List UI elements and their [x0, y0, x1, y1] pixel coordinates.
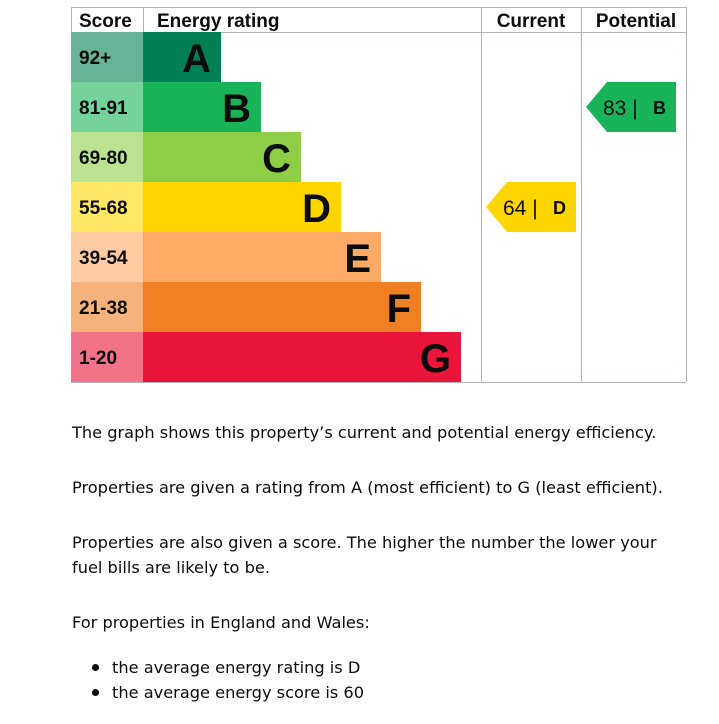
band-bar	[143, 32, 221, 82]
band-b: 81-91 B	[71, 82, 261, 132]
band-score-cell	[71, 132, 143, 182]
band-score-label: 81-91	[79, 98, 128, 119]
band-score-label: 92+	[79, 48, 111, 69]
band-bar	[143, 82, 261, 132]
epc-chart: Score Energy rating Current Potential 92…	[71, 7, 687, 383]
band-score-cell	[71, 182, 143, 232]
header-score: Score	[79, 11, 132, 32]
header-row: Score Energy rating Current Potential	[79, 11, 676, 32]
list-item-average-rating: the average energy rating is D	[72, 655, 364, 680]
rating-arrows: 64 | D 83 | B	[486, 82, 676, 232]
header-energy-rating: Energy rating	[157, 11, 279, 32]
description-paragraph-1: The graph shows this property’s current …	[72, 420, 692, 445]
current-arrow-shape	[486, 182, 576, 232]
current-score-label: 64 |	[503, 197, 538, 220]
band-d: 55-68 D	[71, 182, 341, 232]
header-current: Current	[497, 11, 566, 32]
band-score-label: 69-80	[79, 148, 128, 169]
description-text-3: Properties are also given a score. The h…	[72, 533, 657, 577]
band-score-cell	[71, 232, 143, 282]
averages-list: the average energy rating is D the avera…	[72, 655, 364, 705]
band-bar	[143, 132, 301, 182]
band-g: 1-20 G	[71, 332, 461, 382]
band-score-label: 39-54	[79, 248, 128, 269]
description-paragraph-2: Properties are given a rating from A (mo…	[72, 475, 692, 500]
rating-bands: 92+ A 81-91 B 69-80 C 55-68 D 39-54 E 21-38 F 1-20 G	[71, 32, 461, 382]
band-letter-label: D	[302, 187, 331, 231]
description-text-2: Properties are given a rating from A (mo…	[72, 478, 663, 497]
description-paragraph-3: Properties are also given a score. The h…	[72, 530, 692, 580]
band-score-label: 1-20	[79, 348, 117, 369]
band-f: 21-38 F	[71, 282, 421, 332]
band-score-cell	[71, 332, 143, 382]
band-bar	[143, 232, 381, 282]
band-score-cell	[71, 282, 143, 332]
band-bar	[143, 282, 421, 332]
band-letter-label: G	[420, 337, 451, 381]
band-a: 92+ A	[71, 32, 221, 82]
description-paragraph-4: For properties in England and Wales:	[72, 610, 692, 635]
potential-score-label: 83 |	[603, 97, 638, 120]
band-score-cell	[71, 82, 143, 132]
band-score-label: 55-68	[79, 198, 128, 219]
band-letter-label: F	[387, 287, 411, 331]
description-text-1: The graph shows this property’s current …	[72, 423, 657, 442]
band-letter-label: E	[344, 237, 371, 281]
band-c: 69-80 C	[71, 132, 301, 182]
band-score-label: 21-38	[79, 298, 128, 319]
potential-band-label: B	[653, 98, 666, 118]
current-rating-arrow: 64 | D	[486, 182, 576, 232]
description-text-4: For properties in England and Wales:	[72, 613, 370, 632]
band-e: 39-54 E	[71, 232, 381, 282]
band-bar	[143, 332, 461, 382]
potential-arrow-shape	[586, 82, 676, 132]
band-bar	[143, 182, 341, 232]
list-item-average-score: the average energy score is 60	[72, 680, 364, 705]
band-letter-label: B	[222, 87, 251, 131]
band-letter-label: A	[182, 37, 211, 81]
current-band-label: D	[553, 198, 566, 218]
chart-grid	[71, 7, 687, 383]
band-score-cell	[71, 32, 143, 82]
potential-rating-arrow: 83 | B	[586, 82, 676, 132]
band-letter-label: C	[262, 137, 291, 181]
header-potential: Potential	[596, 11, 676, 32]
